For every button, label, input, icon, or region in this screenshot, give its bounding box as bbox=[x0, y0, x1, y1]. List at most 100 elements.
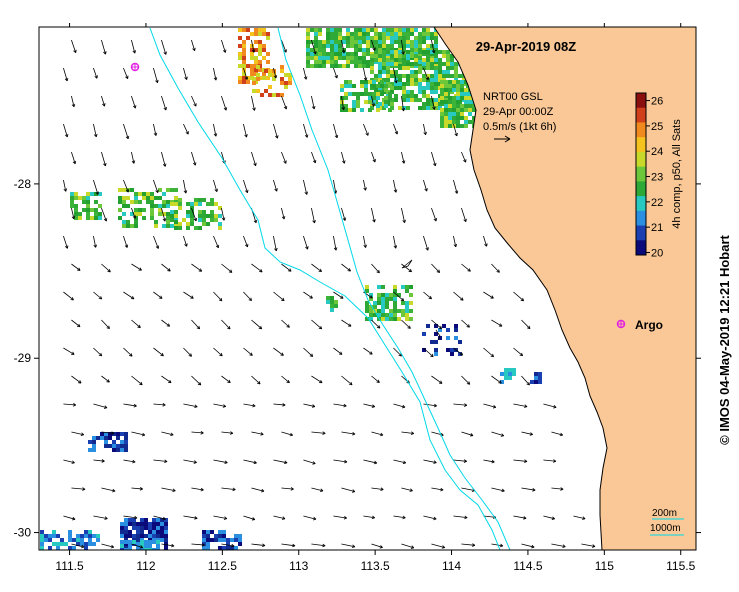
current-arrow bbox=[161, 375, 172, 384]
current-arrow bbox=[483, 291, 494, 299]
current-arrow bbox=[483, 347, 495, 358]
current-arrow bbox=[281, 375, 290, 384]
current-arrow bbox=[333, 403, 347, 408]
current-arrow bbox=[63, 179, 68, 192]
current-arrow bbox=[393, 459, 407, 465]
current-arrow bbox=[431, 151, 437, 167]
current-arrow bbox=[123, 123, 130, 140]
current-arrow bbox=[243, 291, 252, 301]
current-arrow bbox=[491, 487, 505, 493]
colorbar-swatch-0 bbox=[636, 240, 646, 256]
colorbar-tick-4: 22 bbox=[651, 197, 663, 209]
current-arrow bbox=[161, 487, 176, 493]
current-arrow bbox=[543, 459, 557, 463]
current-arrow bbox=[183, 67, 188, 80]
current-arrow bbox=[371, 39, 376, 51]
current-arrow bbox=[371, 543, 383, 549]
current-arrow bbox=[183, 235, 188, 247]
current-arrow bbox=[63, 403, 77, 407]
current-arrow bbox=[581, 543, 596, 548]
current-arrow bbox=[101, 375, 110, 383]
current-arrow bbox=[423, 459, 437, 464]
current-arrow bbox=[551, 431, 564, 437]
current-arrow bbox=[453, 235, 458, 248]
current-arrow bbox=[401, 151, 406, 164]
colorbar-swatch-10 bbox=[636, 93, 646, 109]
current-arrow bbox=[123, 347, 133, 357]
current-arrow bbox=[101, 263, 111, 273]
current-arrow bbox=[341, 39, 346, 54]
current-arrow bbox=[363, 459, 378, 465]
current-arrow bbox=[393, 403, 406, 409]
current-arrow bbox=[393, 235, 398, 249]
current-arrow bbox=[93, 459, 105, 463]
sst-patch bbox=[70, 192, 102, 220]
current-arrow bbox=[93, 123, 98, 138]
current-arrow bbox=[371, 375, 380, 383]
current-arrow bbox=[273, 515, 286, 520]
current-arrow bbox=[363, 235, 367, 248]
current-arrow bbox=[191, 543, 205, 547]
y-axis: -28 -29 -30 bbox=[14, 177, 701, 540]
current-arrow bbox=[521, 487, 536, 492]
x-tick-label-8: 115.5 bbox=[666, 559, 695, 573]
current-arrow bbox=[311, 151, 317, 164]
current-arrow bbox=[333, 347, 343, 355]
current-arrow bbox=[423, 347, 434, 358]
current-arrow bbox=[221, 319, 231, 330]
current-arrow bbox=[251, 39, 256, 53]
current-arrow bbox=[453, 459, 467, 463]
current-arrow bbox=[131, 207, 137, 219]
current-arrow bbox=[303, 291, 313, 299]
colorbar-swatch-5 bbox=[636, 166, 646, 182]
current-arrow bbox=[183, 403, 198, 409]
current-arrow bbox=[401, 431, 415, 435]
current-arrow bbox=[221, 375, 231, 384]
current-arrow bbox=[221, 431, 234, 435]
colorbar-label: 4h comp, p50, All Sats bbox=[671, 119, 683, 229]
current-arrow bbox=[101, 95, 106, 107]
y-tick-label-2: -30 bbox=[14, 526, 32, 540]
x-axis: 111.5 112 112.5 113 113.5 114 114.5 115 115.5 bbox=[55, 23, 696, 573]
current-arrow bbox=[131, 95, 137, 109]
current-arrow bbox=[521, 375, 530, 386]
current-arrow bbox=[101, 151, 107, 167]
current-arrow bbox=[281, 207, 286, 220]
colorbar-swatch-4 bbox=[636, 181, 646, 197]
current-arrow bbox=[71, 319, 81, 328]
current-arrow bbox=[453, 179, 459, 194]
current-arrow bbox=[423, 515, 437, 521]
current-arrow bbox=[303, 515, 317, 521]
current-arrow bbox=[123, 291, 135, 300]
current-arrow bbox=[131, 431, 146, 437]
current-arrow bbox=[341, 487, 356, 493]
sst-patch bbox=[170, 198, 222, 230]
current-arrow bbox=[341, 431, 356, 436]
info-line-1: NRT00 GSL bbox=[483, 91, 543, 103]
current-arrow bbox=[453, 291, 464, 301]
current-arrow bbox=[63, 347, 75, 355]
current-arrow bbox=[63, 235, 69, 249]
argo-label: Argo bbox=[635, 318, 663, 332]
current-arrow bbox=[251, 95, 256, 111]
current-arrow bbox=[213, 347, 223, 357]
current-arrow bbox=[423, 291, 432, 300]
current-arrow bbox=[363, 515, 375, 520]
current-arrow bbox=[123, 179, 130, 193]
current-arrow bbox=[333, 515, 347, 520]
current-arrow bbox=[93, 67, 98, 79]
current-arrow bbox=[93, 235, 97, 248]
current-arrow bbox=[393, 179, 398, 193]
current-arrow bbox=[101, 319, 110, 330]
current-arrow bbox=[153, 459, 168, 464]
current-arrow bbox=[513, 291, 525, 302]
scale-arrow bbox=[494, 135, 511, 143]
current-arrow bbox=[573, 515, 586, 520]
current-arrow bbox=[131, 263, 142, 271]
current-arrow bbox=[213, 515, 228, 520]
current-arrow bbox=[161, 263, 171, 272]
current-arrow bbox=[123, 67, 129, 79]
land-australia bbox=[433, 27, 696, 550]
colorbar-swatch-6 bbox=[636, 151, 646, 168]
sst-patch bbox=[40, 530, 100, 550]
